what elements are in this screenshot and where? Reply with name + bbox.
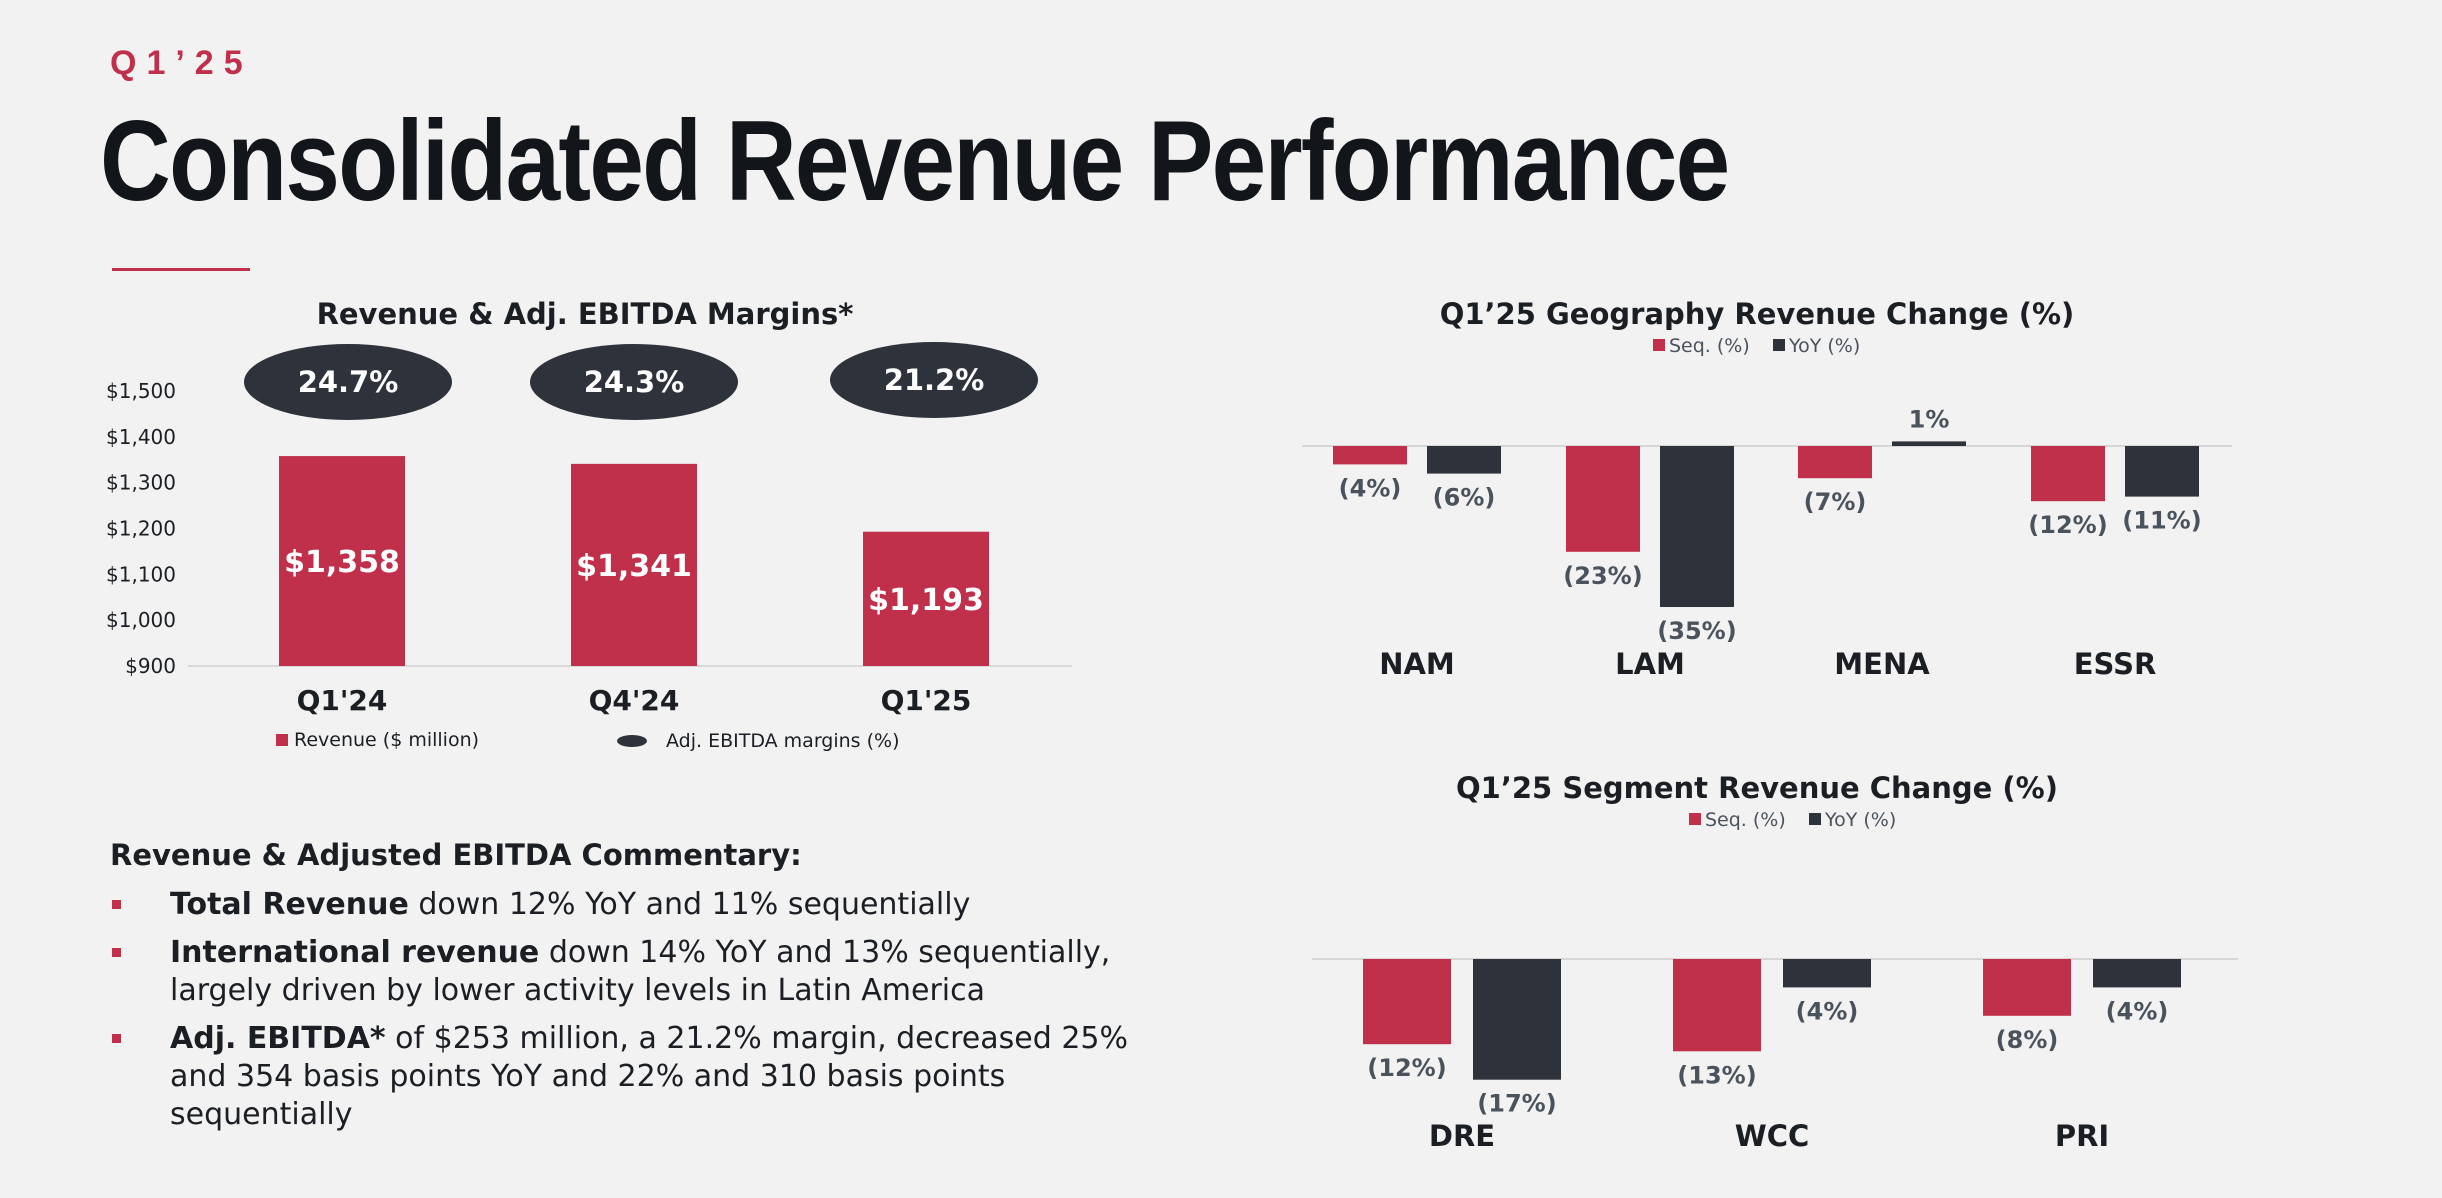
seq-bar	[1566, 446, 1640, 552]
bullet-marker	[112, 1034, 121, 1043]
revenue-bar	[571, 463, 697, 666]
chart-title: Q1’25 Segment Revenue Change (%)	[1456, 771, 2058, 805]
data-label: (6%)	[1433, 484, 1496, 512]
revenue-bar	[279, 456, 405, 666]
legend-label: Revenue ($ million)	[294, 729, 479, 751]
yoy-bar	[2125, 446, 2199, 497]
bullet-text: down 12% YoY and 11% sequentially	[408, 887, 971, 922]
margin-data-label: 21.2%	[884, 363, 985, 397]
commentary-bullet: Adj. EBITDA* of $253 million, a 21.2% ma…	[110, 1020, 1190, 1134]
data-label: (35%)	[1657, 617, 1736, 645]
revenue-data-label: $1,358	[284, 545, 400, 580]
x-tick-label: Q1'25	[881, 684, 972, 717]
data-label: (4%)	[2106, 997, 2169, 1025]
segment-chart: Q1’25 Segment Revenue Change (%) Seq. (%)…	[1312, 771, 2238, 1153]
seq-bar	[1798, 446, 1872, 479]
legend-swatch-seq	[1689, 813, 1701, 825]
revenue-data-label: $1,341	[576, 549, 692, 584]
category-label: WCC	[1735, 1119, 1810, 1153]
y-tick-label: $1,300	[106, 471, 176, 495]
legend-label: Seq. (%)	[1669, 335, 1750, 357]
data-label: (17%)	[1477, 1090, 1556, 1118]
slide-kicker: Q1’25	[110, 44, 253, 82]
y-tick-label: $1,400	[106, 425, 176, 449]
margin-data-label: 24.3%	[584, 365, 685, 399]
seq-bar	[1333, 446, 1407, 465]
data-label: (12%)	[1367, 1054, 1446, 1082]
margin-data-label: 24.7%	[298, 365, 399, 399]
bullet-bold-text: International revenue	[170, 935, 540, 970]
revenue-bar	[863, 531, 989, 666]
yoy-bar	[1892, 441, 1966, 446]
data-label: (4%)	[1339, 474, 1402, 502]
commentary-bullet: International revenue down 14% YoY and 1…	[110, 934, 1190, 1010]
legend-label: YoY (%)	[1788, 335, 1860, 357]
margin-marker	[530, 344, 738, 420]
legend-swatch-yoy	[1809, 813, 1821, 825]
seq-bar	[1673, 959, 1761, 1052]
legend-swatch-margin	[617, 735, 647, 747]
x-tick-label: Q4'24	[589, 684, 680, 717]
bullet-bold-text: Total Revenue	[170, 887, 409, 922]
category-label: PRI	[2055, 1119, 2109, 1153]
seq-bar	[1983, 959, 2071, 1016]
yoy-bar	[2093, 959, 2181, 988]
data-label: (13%)	[1677, 1061, 1756, 1089]
bullet-text: of $253 million, a 21.2% margin, decreas…	[170, 1021, 1128, 1132]
commentary-heading: Revenue & Adjusted EBITDA Commentary:	[110, 838, 802, 872]
data-label: (23%)	[1563, 562, 1642, 590]
x-tick-label: Q1'24	[297, 684, 388, 717]
yoy-bar	[1660, 446, 1734, 607]
legend-label: YoY (%)	[1824, 809, 1896, 831]
page-title: Consolidated Revenue Performance	[100, 98, 1730, 225]
yoy-bar	[1473, 959, 1561, 1080]
category-label: ESSR	[2074, 647, 2157, 681]
chart-title: Q1’25 Geography Revenue Change (%)	[1440, 297, 2075, 331]
bullet-marker	[112, 900, 121, 909]
category-label: DRE	[1429, 1119, 1495, 1153]
data-label: (4%)	[1796, 997, 1859, 1025]
seq-bar	[1363, 959, 1451, 1045]
title-underline	[112, 268, 250, 271]
category-label: MENA	[1834, 647, 1930, 681]
data-label: (7%)	[1804, 488, 1867, 516]
legend-swatch-seq	[1653, 339, 1665, 351]
legend-label: Seq. (%)	[1705, 809, 1786, 831]
bullet-marker	[112, 948, 121, 957]
commentary-section: Revenue & Adjusted EBITDA Commentary: To…	[110, 838, 1190, 1144]
y-tick-label: $1,500	[106, 379, 176, 403]
bullet-bold-text: Adj. EBITDA*	[170, 1021, 386, 1056]
legend-label: Adj. EBITDA margins (%)	[666, 730, 900, 752]
data-label: (8%)	[1996, 1026, 2059, 1054]
y-tick-label: $1,000	[106, 608, 176, 632]
y-tick-label: $900	[125, 654, 176, 678]
data-label: (11%)	[2122, 507, 2201, 535]
y-tick-label: $1,200	[106, 517, 176, 541]
revenue-chart: Revenue & Adj. EBITDA Margins* $1,500 $1,4…	[106, 297, 1072, 752]
bullet-text: down 14% YoY and 13% sequentially, large…	[170, 935, 1111, 1008]
chart-title: Revenue & Adj. EBITDA Margins*	[317, 297, 854, 331]
seq-bar	[2031, 446, 2105, 502]
legend-swatch-yoy	[1773, 339, 1785, 351]
margin-marker	[830, 342, 1038, 418]
geography-chart: Q1’25 Geography Revenue Change (%) Seq. (…	[1302, 297, 2232, 681]
yoy-bar	[1427, 446, 1501, 474]
margin-marker	[244, 344, 452, 420]
data-label: 1%	[1909, 405, 1950, 433]
category-label: LAM	[1615, 647, 1685, 681]
commentary-bullet: Total Revenue down 12% YoY and 11% seque…	[110, 886, 1190, 924]
legend-swatch-revenue	[276, 734, 288, 746]
revenue-data-label: $1,193	[868, 583, 984, 618]
data-label: (12%)	[2028, 511, 2107, 539]
yoy-bar	[1783, 959, 1871, 988]
category-label: NAM	[1379, 647, 1455, 681]
y-tick-label: $1,100	[106, 562, 176, 586]
